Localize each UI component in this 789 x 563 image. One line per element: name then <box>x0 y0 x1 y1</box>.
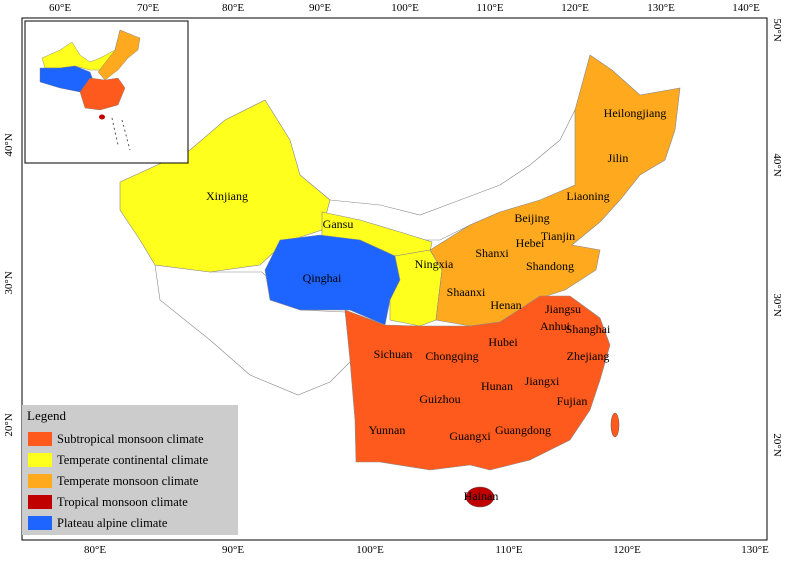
province-label: Chongqing <box>425 349 478 363</box>
province-label: Fujian <box>557 394 588 408</box>
region-taiwan <box>610 412 620 438</box>
bottom-tick-label: 90°E <box>222 544 244 556</box>
left-tick-label: 20°N <box>3 413 15 436</box>
legend-swatch <box>28 516 52 530</box>
province-label: Jilin <box>608 151 629 165</box>
top-tick-label: 80°E <box>222 2 244 14</box>
province-label: Yunnan <box>369 423 406 437</box>
province-label: Gansu <box>323 217 354 231</box>
legend-label: Subtropical monsoon climate <box>57 432 204 446</box>
top-tick-label: 110°E <box>476 2 503 14</box>
legend-swatch <box>28 474 52 488</box>
top-tick-label: 60°E <box>49 2 71 14</box>
legend-title: Legend <box>27 408 66 423</box>
province-label: Heilongjiang <box>604 106 667 120</box>
province-label: Shanxi <box>475 246 509 260</box>
province-label: Shandong <box>526 259 574 273</box>
province-label: Ningxia <box>415 257 454 271</box>
province-label: Hubei <box>488 335 518 349</box>
province-label: Jiangxi <box>525 374 560 388</box>
left-tick-label: 40°N <box>3 133 15 156</box>
bottom-tick-label: 80°E <box>84 544 106 556</box>
province-label: Hunan <box>481 379 513 393</box>
province-label: Qinghai <box>303 271 342 285</box>
top-tick-label: 90°E <box>309 2 331 14</box>
right-tick-label: 20°N <box>771 433 783 456</box>
right-tick-label: 30°N <box>771 293 783 316</box>
province-label: Henan <box>490 298 521 312</box>
province-label: Shanghai <box>566 322 611 336</box>
province-label: Shaanxi <box>447 285 486 299</box>
province-label: Liaoning <box>566 189 609 203</box>
province-label: Hebei <box>516 236 545 250</box>
province-label: Guizhou <box>419 392 460 406</box>
top-tick-label: 120°E <box>561 2 589 14</box>
region-subtropical <box>344 295 611 471</box>
province-label: Beijing <box>514 211 549 225</box>
province-label: Anhui <box>540 319 571 333</box>
legend-label: Temperate continental climate <box>57 453 209 467</box>
legend-label: Tropical monsoon climate <box>57 495 188 509</box>
province-label: Guangxi <box>449 429 491 443</box>
legend-label: Temperate monsoon climate <box>57 474 199 488</box>
province-label: Zhejiang <box>567 349 610 363</box>
left-tick-label: 30°N <box>3 271 15 294</box>
province-label: Tianjin <box>541 229 575 243</box>
top-tick-label: 70°E <box>137 2 159 14</box>
province-label: Jiangsu <box>545 302 581 316</box>
province-label: Guangdong <box>495 423 551 437</box>
legend-box <box>22 405 238 535</box>
top-tick-label: 130°E <box>647 2 675 14</box>
right-tick-label: 40°N <box>771 153 783 176</box>
top-tick-label: 100°E <box>391 2 419 14</box>
province-label: Xinjiang <box>206 189 248 203</box>
province-label: Sichuan <box>374 347 413 361</box>
right-tick-label: 50°N <box>771 18 783 41</box>
bottom-tick-label: 100°E <box>356 544 384 556</box>
inset-map <box>39 29 141 151</box>
province-label: Hainan <box>464 489 499 503</box>
legend-swatch <box>28 432 52 446</box>
region-tibet <box>154 264 353 396</box>
bottom-tick-label: 130°E <box>741 544 769 556</box>
legend-swatch <box>28 495 52 509</box>
bottom-tick-label: 110°E <box>495 544 522 556</box>
legend-label: Plateau alpine climate <box>57 516 168 530</box>
legend-swatch <box>28 453 52 467</box>
region-qinghai <box>264 234 401 326</box>
bottom-tick-label: 120°E <box>613 544 641 556</box>
region-hainan <box>465 486 495 508</box>
top-tick-label: 140°E <box>732 2 760 14</box>
